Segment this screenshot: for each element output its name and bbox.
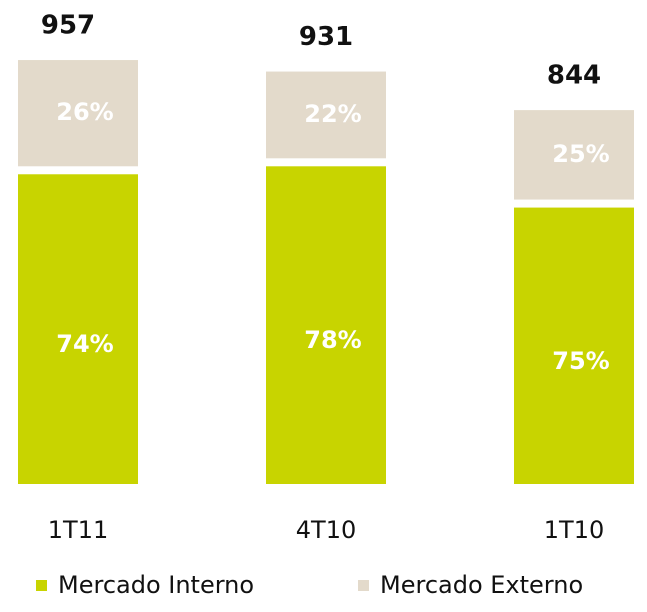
total-label: 931: [299, 22, 353, 52]
bar-segment: [514, 207, 634, 484]
value-label: 78%: [304, 326, 361, 354]
bar-segment: [514, 110, 634, 200]
x-tick-label: 4T10: [296, 516, 356, 544]
value-label: 75%: [552, 347, 609, 375]
bar-segment: [18, 174, 138, 485]
legend-swatch: [358, 580, 369, 591]
legend-label: Mercado Interno: [58, 571, 254, 599]
bar-segment: [18, 60, 138, 167]
total-label: 844: [547, 61, 601, 91]
bar-segment: [266, 71, 386, 159]
legend-swatch: [36, 580, 47, 591]
legend-label: Mercado Externo: [380, 571, 583, 599]
value-label: 25%: [552, 140, 609, 168]
value-label: 26%: [56, 98, 113, 126]
bar-segment: [266, 166, 386, 485]
value-label: 22%: [304, 100, 361, 128]
total-label: 957: [41, 11, 95, 41]
x-tick-label: 1T11: [48, 516, 108, 544]
x-tick-label: 1T10: [544, 516, 604, 544]
value-label: 74%: [56, 330, 113, 358]
